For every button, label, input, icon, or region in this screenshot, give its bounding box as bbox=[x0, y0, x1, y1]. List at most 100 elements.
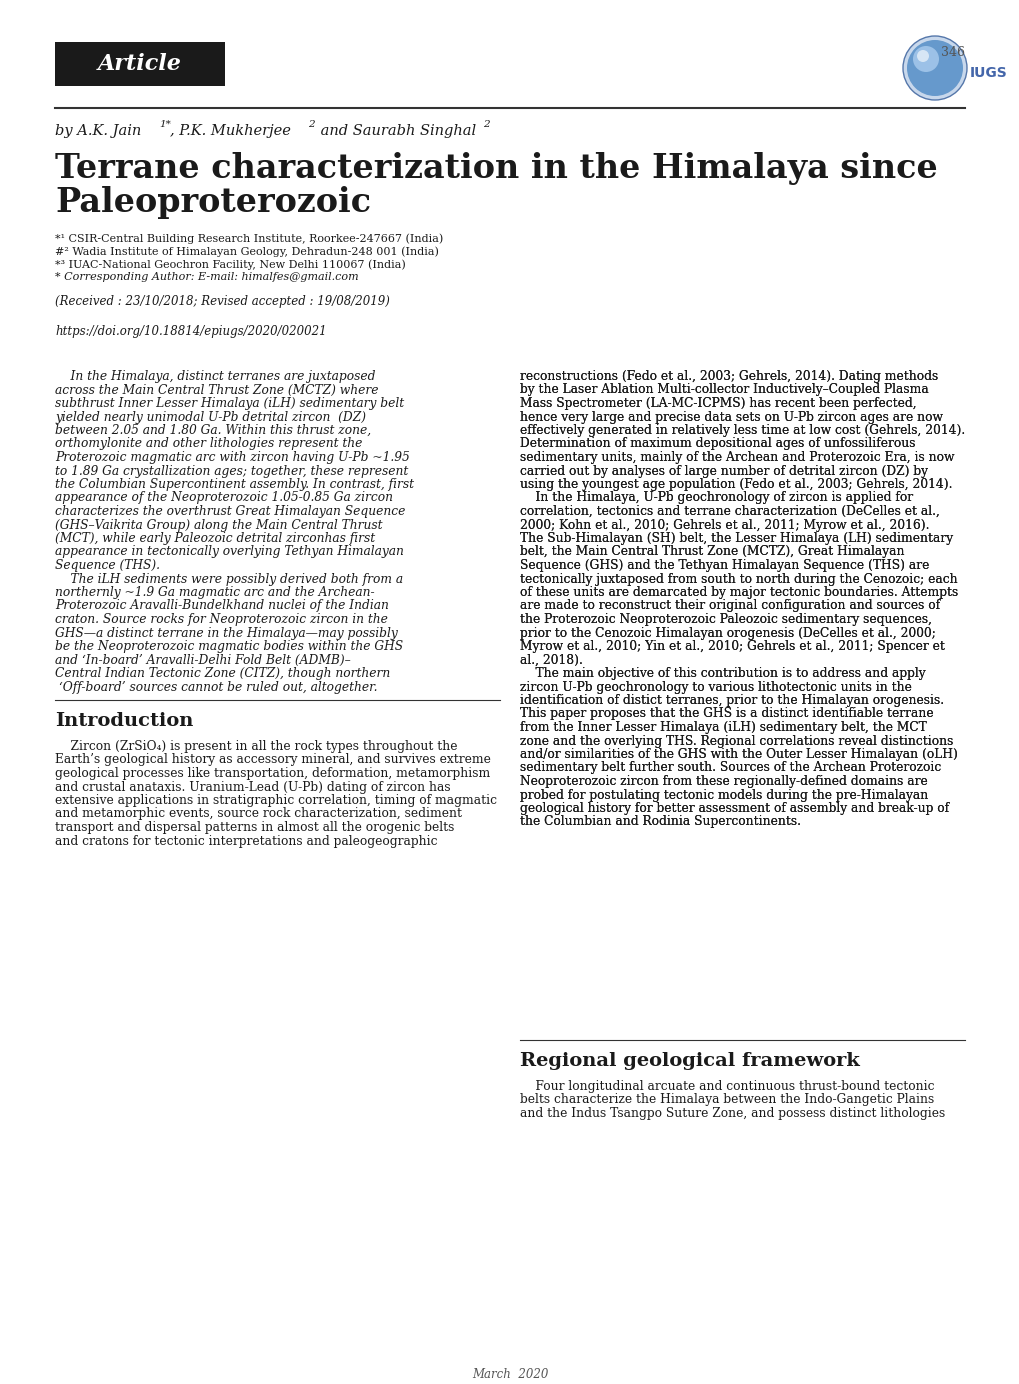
Text: (Received : 23/10/2018; Revised accepted : 19/08/2019): (Received : 23/10/2018; Revised accepted… bbox=[55, 295, 389, 309]
Text: Sequence (GHS) and the Tethyan Himalayan Sequence (THS) are: Sequence (GHS) and the Tethyan Himalayan… bbox=[520, 559, 928, 572]
Text: carried out by analyses of large number of detrital zircon (DZ) by: carried out by analyses of large number … bbox=[520, 465, 927, 477]
Text: geological processes like transportation, deformation, metamorphism: geological processes like transportation… bbox=[55, 767, 490, 781]
Text: tectonically juxtaposed from south to north during the Cenozoic; each: tectonically juxtaposed from south to no… bbox=[520, 573, 957, 585]
Text: reconstructions (Fedo et al., 2003; Gehrels, 2014). Dating methods: reconstructions (Fedo et al., 2003; Gehr… bbox=[520, 370, 937, 383]
Text: The iLH sediments were possibly derived both from a: The iLH sediments were possibly derived … bbox=[55, 573, 403, 585]
Circle shape bbox=[916, 50, 928, 62]
Text: carried out by analyses of large number of detrital zircon (DZ) by: carried out by analyses of large number … bbox=[520, 465, 927, 477]
Text: IUGS: IUGS bbox=[969, 66, 1007, 80]
Text: 2: 2 bbox=[483, 120, 489, 129]
Text: sedimentary belt further south. Sources of the Archean Proterozoic: sedimentary belt further south. Sources … bbox=[520, 761, 941, 775]
Text: Myrow et al., 2010; Yin et al., 2010; Gehrels et al., 2011; Spencer et: Myrow et al., 2010; Yin et al., 2010; Ge… bbox=[520, 639, 944, 653]
Text: zone and the overlying THS. Regional correlations reveal distinctions: zone and the overlying THS. Regional cor… bbox=[520, 735, 953, 747]
Text: Myrow et al., 2010; Yin et al., 2010; Gehrels et al., 2011; Spencer et: Myrow et al., 2010; Yin et al., 2010; Ge… bbox=[520, 639, 944, 653]
Text: Proterozoic magmatic arc with zircon having U-Pb ~1.95: Proterozoic magmatic arc with zircon hav… bbox=[55, 451, 410, 464]
Text: sedimentary belt further south. Sources of the Archean Proterozoic: sedimentary belt further south. Sources … bbox=[520, 761, 941, 775]
Text: (MCT), while early Paleozoic detrital zirconhas first: (MCT), while early Paleozoic detrital zi… bbox=[55, 531, 375, 545]
Text: Mass Spectrometer (LA-MC-ICPMS) has recent been perfected,: Mass Spectrometer (LA-MC-ICPMS) has rece… bbox=[520, 397, 916, 410]
Text: In the Himalaya, U-Pb geochronology of zircon is applied for: In the Himalaya, U-Pb geochronology of z… bbox=[520, 491, 912, 505]
Text: transport and dispersal patterns in almost all the orogenic belts: transport and dispersal patterns in almo… bbox=[55, 821, 453, 835]
Text: probed for postulating tectonic models during the pre-Himalayan: probed for postulating tectonic models d… bbox=[520, 789, 927, 801]
Text: 2000; Kohn et al., 2010; Gehrels et al., 2011; Myrow et al., 2016).: 2000; Kohn et al., 2010; Gehrels et al.,… bbox=[520, 519, 928, 531]
Text: by the Laser Ablation Multi-collector Inductively–Coupled Plasma: by the Laser Ablation Multi-collector In… bbox=[520, 383, 928, 396]
Text: tectonically juxtaposed from south to north during the Cenozoic; each: tectonically juxtaposed from south to no… bbox=[520, 573, 957, 585]
Text: belts characterize the Himalaya between the Indo-Gangetic Plains: belts characterize the Himalaya between … bbox=[520, 1093, 933, 1106]
Text: Regional geological framework: Regional geological framework bbox=[520, 1052, 859, 1070]
Text: using the youngest age population (Fedo et al., 2003; Gehrels, 2014).: using the youngest age population (Fedo … bbox=[520, 477, 952, 491]
Text: In the Himalaya, distinct terranes are juxtaposed: In the Himalaya, distinct terranes are j… bbox=[55, 370, 375, 383]
Text: The Sub-Himalayan (SH) belt, the Lesser Himalaya (LH) sedimentary: The Sub-Himalayan (SH) belt, the Lesser … bbox=[520, 531, 952, 545]
Text: northernly ~1.9 Ga magmatic arc and the Archean-: northernly ~1.9 Ga magmatic arc and the … bbox=[55, 585, 374, 599]
Text: identification of distict terranes, prior to the Himalayan orogenesis.: identification of distict terranes, prio… bbox=[520, 693, 944, 707]
Text: *³ IUAC-National Geochron Facility, New Delhi 110067 (India): *³ IUAC-National Geochron Facility, New … bbox=[55, 259, 406, 270]
Text: by the Laser Ablation Multi-collector Inductively–Coupled Plasma: by the Laser Ablation Multi-collector In… bbox=[520, 383, 928, 396]
Text: The Sub-Himalayan (SH) belt, the Lesser Himalaya (LH) sedimentary: The Sub-Himalayan (SH) belt, the Lesser … bbox=[520, 531, 952, 545]
Text: zircon U-Pb geochronology to various lithotectonic units in the: zircon U-Pb geochronology to various lit… bbox=[520, 681, 911, 693]
Text: Introduction: Introduction bbox=[55, 711, 194, 729]
Text: to 1.89 Ga crystallization ages; together, these represent: to 1.89 Ga crystallization ages; togethe… bbox=[55, 465, 408, 477]
Text: yielded nearly unimodal U-Pb detrital zircon  (DZ): yielded nearly unimodal U-Pb detrital zi… bbox=[55, 411, 366, 424]
Text: * Corresponding Author: E-mail: himalfes@gmail.com: * Corresponding Author: E-mail: himalfes… bbox=[55, 273, 359, 282]
Text: orthomylonite and other lithologies represent the: orthomylonite and other lithologies repr… bbox=[55, 437, 362, 451]
Text: the Proterozoic Neoproterozoic Paleozoic sedimentary sequences,: the Proterozoic Neoproterozoic Paleozoic… bbox=[520, 613, 931, 626]
Text: and cratons for tectonic interpretations and paleogeographic: and cratons for tectonic interpretations… bbox=[55, 835, 437, 847]
Text: Paleoproterozoic: Paleoproterozoic bbox=[55, 185, 371, 219]
Text: 2: 2 bbox=[308, 120, 314, 129]
Text: This paper proposes that the GHS is a distinct identifiable terrane: This paper proposes that the GHS is a di… bbox=[520, 707, 932, 721]
Text: across the Main Central Thrust Zone (MCTZ) where: across the Main Central Thrust Zone (MCT… bbox=[55, 383, 378, 396]
Text: GHS—a distinct terrane in the Himalaya—may possibly: GHS—a distinct terrane in the Himalaya—m… bbox=[55, 627, 397, 639]
Text: al., 2018).: al., 2018). bbox=[520, 653, 582, 667]
Text: reconstructions (Fedo et al., 2003; Gehrels, 2014). Dating methods: reconstructions (Fedo et al., 2003; Gehr… bbox=[520, 370, 937, 383]
Text: Determination of maximum depositional ages of unfossiliferous: Determination of maximum depositional ag… bbox=[520, 437, 915, 451]
Text: and crustal anataxis. Uranium-Lead (U-Pb) dating of zircon has: and crustal anataxis. Uranium-Lead (U-Pb… bbox=[55, 781, 450, 793]
Text: effectively generated in relatively less time at low cost (Gehrels, 2014).: effectively generated in relatively less… bbox=[520, 424, 964, 437]
Text: probed for postulating tectonic models during the pre-Himalayan: probed for postulating tectonic models d… bbox=[520, 789, 927, 801]
Text: and Saurabh Singhal: and Saurabh Singhal bbox=[316, 125, 476, 138]
Text: the Columbian and Rodinia Supercontinents.: the Columbian and Rodinia Supercontinent… bbox=[520, 815, 800, 829]
Text: appearance in tectonically overlying Tethyan Himalayan: appearance in tectonically overlying Tet… bbox=[55, 545, 404, 559]
Text: This paper proposes that the GHS is a distinct identifiable terrane: This paper proposes that the GHS is a di… bbox=[520, 707, 932, 721]
Text: 2000; Kohn et al., 2010; Gehrels et al., 2011; Myrow et al., 2016).: 2000; Kohn et al., 2010; Gehrels et al.,… bbox=[520, 519, 928, 531]
Text: effectively generated in relatively less time at low cost (Gehrels, 2014).: effectively generated in relatively less… bbox=[520, 424, 964, 437]
Text: Zircon (ZrSiO₄) is present in all the rock types throughout the: Zircon (ZrSiO₄) is present in all the ro… bbox=[55, 740, 458, 753]
Text: be the Neoproterozoic magmatic bodies within the GHS: be the Neoproterozoic magmatic bodies wi… bbox=[55, 639, 403, 653]
Text: correlation, tectonics and terrane characterization (DeCelles et al.,: correlation, tectonics and terrane chara… bbox=[520, 505, 938, 518]
Text: sedimentary units, mainly of the Archean and Proterozoic Era, is now: sedimentary units, mainly of the Archean… bbox=[520, 451, 954, 464]
Text: The main objective of this contribution is to address and apply: The main objective of this contribution … bbox=[520, 667, 924, 680]
Text: are made to reconstruct their original configuration and sources of: are made to reconstruct their original c… bbox=[520, 599, 940, 613]
Circle shape bbox=[906, 40, 962, 95]
Text: between 2.05 and 1.80 Ga. Within this thrust zone,: between 2.05 and 1.80 Ga. Within this th… bbox=[55, 424, 371, 437]
Text: belt, the Main Central Thrust Zone (MCTZ), Great Himalayan: belt, the Main Central Thrust Zone (MCTZ… bbox=[520, 545, 904, 559]
Text: prior to the Cenozoic Himalayan orogenesis (DeCelles et al., 2000;: prior to the Cenozoic Himalayan orogenes… bbox=[520, 627, 935, 639]
Text: appearance of the Neoproterozoic 1.05-0.85 Ga zircon: appearance of the Neoproterozoic 1.05-0.… bbox=[55, 491, 392, 505]
Text: Sequence (THS).: Sequence (THS). bbox=[55, 559, 160, 572]
Text: al., 2018).: al., 2018). bbox=[520, 653, 582, 667]
Text: The main objective of this contribution is to address and apply: The main objective of this contribution … bbox=[520, 667, 924, 680]
Text: March  2020: March 2020 bbox=[472, 1367, 547, 1381]
Text: subthrust Inner Lesser Himalaya (iLH) sedimentary belt: subthrust Inner Lesser Himalaya (iLH) se… bbox=[55, 397, 404, 410]
Text: Terrane characterization in the Himalaya since: Terrane characterization in the Himalaya… bbox=[55, 152, 936, 185]
Text: correlation, tectonics and terrane characterization (DeCelles et al.,: correlation, tectonics and terrane chara… bbox=[520, 505, 938, 518]
Text: *¹ CSIR-Central Building Research Institute, Roorkee-247667 (India): *¹ CSIR-Central Building Research Instit… bbox=[55, 233, 443, 244]
Text: sedimentary units, mainly of the Archean and Proterozoic Era, is now: sedimentary units, mainly of the Archean… bbox=[520, 451, 954, 464]
Text: In the Himalaya, U-Pb geochronology of zircon is applied for: In the Himalaya, U-Pb geochronology of z… bbox=[520, 491, 912, 505]
Text: of these units are demarcated by major tectonic boundaries. Attempts: of these units are demarcated by major t… bbox=[520, 585, 957, 599]
Text: zone and the overlying THS. Regional correlations reveal distinctions: zone and the overlying THS. Regional cor… bbox=[520, 735, 953, 747]
Text: using the youngest age population (Fedo et al., 2003; Gehrels, 2014).: using the youngest age population (Fedo … bbox=[520, 477, 952, 491]
Text: Earth’s geological history as accessory mineral, and survives extreme: Earth’s geological history as accessory … bbox=[55, 753, 490, 767]
Text: Mass Spectrometer (LA-MC-ICPMS) has recent been perfected,: Mass Spectrometer (LA-MC-ICPMS) has rece… bbox=[520, 397, 916, 410]
Text: and/or similarities of the GHS with the Outer Lesser Himalayan (oLH): and/or similarities of the GHS with the … bbox=[520, 747, 957, 761]
Text: and ‘In-board’ Aravalli-Delhi Fold Belt (ADMB)–: and ‘In-board’ Aravalli-Delhi Fold Belt … bbox=[55, 653, 351, 667]
Text: hence very large and precise data sets on U-Pb zircon ages are now: hence very large and precise data sets o… bbox=[520, 411, 943, 424]
Text: craton. Source rocks for Neoproterozoic zircon in the: craton. Source rocks for Neoproterozoic … bbox=[55, 613, 387, 626]
Text: and the Indus Tsangpo Suture Zone, and possess distinct lithologies: and the Indus Tsangpo Suture Zone, and p… bbox=[520, 1107, 945, 1120]
Text: Neoproterozoic zircon from these regionally-defined domains are: Neoproterozoic zircon from these regiona… bbox=[520, 775, 927, 787]
FancyBboxPatch shape bbox=[55, 42, 225, 86]
Text: Article: Article bbox=[98, 53, 181, 75]
Text: geological history for better assessment of assembly and break-up of: geological history for better assessment… bbox=[520, 801, 949, 815]
Text: from the Inner Lesser Himalaya (iLH) sedimentary belt, the MCT: from the Inner Lesser Himalaya (iLH) sed… bbox=[520, 721, 926, 734]
Text: the Columbian Supercontinent assembly. In contrast, first: the Columbian Supercontinent assembly. I… bbox=[55, 477, 414, 491]
Text: from the Inner Lesser Himalaya (iLH) sedimentary belt, the MCT: from the Inner Lesser Himalaya (iLH) sed… bbox=[520, 721, 926, 734]
Text: Sequence (GHS) and the Tethyan Himalayan Sequence (THS) are: Sequence (GHS) and the Tethyan Himalayan… bbox=[520, 559, 928, 572]
Text: hence very large and precise data sets on U-Pb zircon ages are now: hence very large and precise data sets o… bbox=[520, 411, 943, 424]
